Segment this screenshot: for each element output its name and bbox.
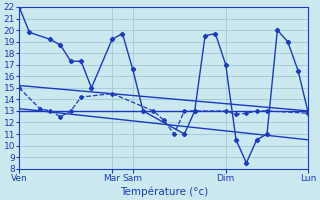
X-axis label: Température (°c): Température (°c) xyxy=(120,186,208,197)
